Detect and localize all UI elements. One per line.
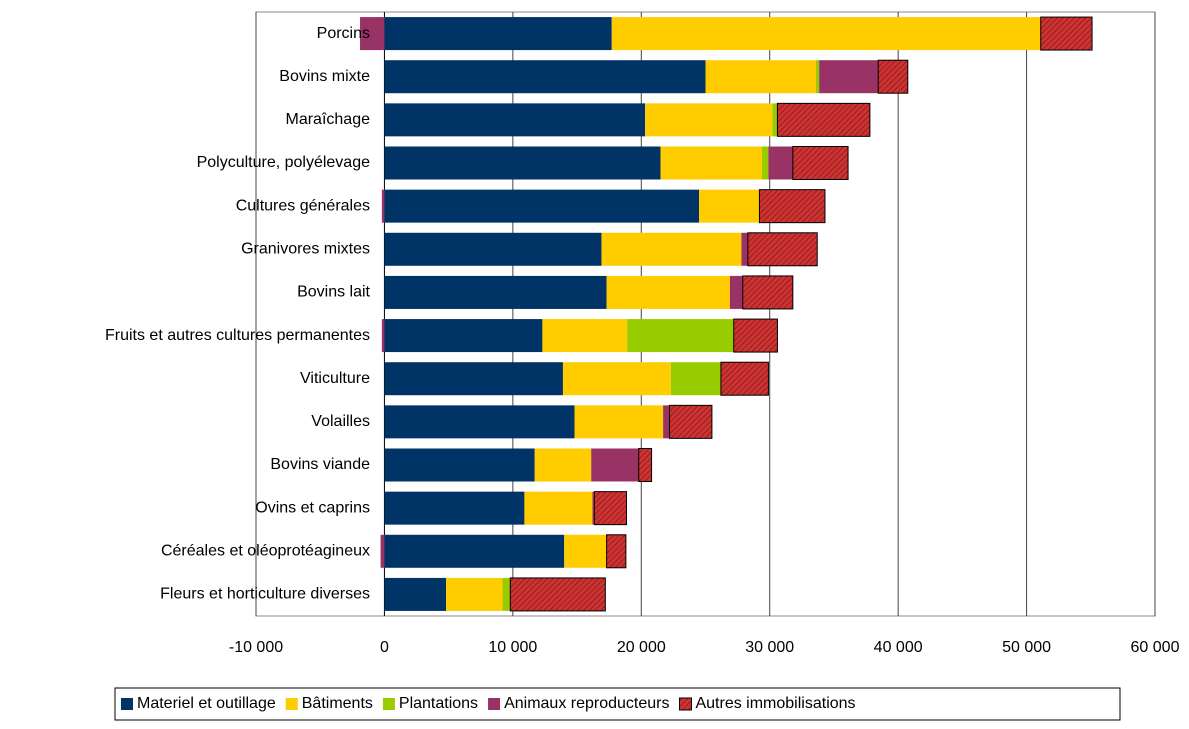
- y-tick-label: Viticulture: [300, 370, 370, 387]
- legend-swatch: [488, 698, 501, 710]
- bar-segment: [606, 534, 627, 569]
- legend-items: Materiel et outillage Bâtiments Plantation…: [121, 695, 856, 712]
- y-tick-label: Ovins et caprins: [255, 499, 370, 516]
- y-tick-label: Polyculture, polyélevage: [197, 154, 371, 171]
- x-tick-label: 50 000: [1002, 639, 1051, 656]
- legend-label: Plantations: [399, 695, 478, 712]
- bar-segment: [877, 59, 909, 94]
- bar-segment: [593, 491, 628, 526]
- bar-segment: [729, 275, 743, 309]
- bar-segment: [611, 17, 1041, 51]
- bar-segment: [772, 103, 778, 137]
- x-tick-label: 30 000: [745, 639, 794, 656]
- x-tick-label: 40 000: [874, 639, 923, 656]
- bar-segment: [384, 405, 575, 439]
- y-tick-label: Porcins: [317, 25, 370, 42]
- bar-segment: [574, 405, 664, 439]
- bar-segment: [384, 189, 700, 223]
- legend: [114, 687, 1121, 721]
- bar-segment: [705, 60, 816, 94]
- bar-segment: [384, 17, 612, 51]
- bar-segment: [384, 448, 535, 482]
- bar-segment: [768, 146, 793, 180]
- bar-segment: [384, 319, 543, 353]
- bar-segment: [384, 232, 602, 266]
- legend-label: Autres immobilisations: [695, 695, 855, 712]
- bar-segment: [542, 319, 628, 353]
- bar-segment: [524, 491, 593, 525]
- x-tick-label: 0: [380, 639, 389, 656]
- bar-segment: [384, 362, 563, 396]
- bar-segment: [762, 146, 769, 180]
- legend-swatch: [285, 698, 298, 710]
- legend-label: Animaux reproducteurs: [504, 695, 669, 712]
- bar-segment: [564, 534, 607, 568]
- bar-segment: [446, 577, 503, 611]
- bar-segment: [792, 146, 849, 180]
- y-tick-label: Bovins lait: [297, 284, 370, 301]
- bar-segment: [381, 189, 385, 223]
- x-tick-label: -10 000: [229, 639, 283, 656]
- plot-area: [255, 11, 1156, 617]
- x-tick-label: 60 000: [1131, 639, 1180, 656]
- bar-segment: [720, 361, 769, 396]
- bar-segment: [384, 534, 565, 568]
- legend-label: Bâtiments: [302, 695, 373, 712]
- bar-segment: [381, 319, 385, 353]
- legend-swatch: [382, 698, 395, 710]
- bar-segment: [534, 448, 592, 482]
- y-tick-label: Maraîchage: [286, 111, 371, 128]
- bar-segment: [741, 232, 748, 266]
- bar-segment: [638, 448, 653, 482]
- x-tick-label: 10 000: [488, 639, 537, 656]
- bar-segment: [776, 102, 871, 137]
- bar-segment: [384, 275, 607, 309]
- grid: [255, 12, 1156, 616]
- bar-segment: [384, 146, 661, 180]
- legend-swatch: [678, 697, 692, 711]
- bar-segment: [819, 60, 879, 94]
- bar-segment: [670, 362, 721, 396]
- x-tick-label: 20 000: [617, 639, 666, 656]
- bar-segment: [384, 60, 706, 94]
- y-tick-label: Volailles: [311, 413, 370, 430]
- bar-segment: [360, 17, 385, 51]
- bar-segment: [601, 232, 742, 266]
- bar-segment: [627, 319, 734, 353]
- bar-segment: [562, 362, 671, 396]
- y-tick-label: Bovins mixte: [279, 68, 370, 85]
- bar-segment: [660, 146, 763, 180]
- bar-segment: [758, 189, 826, 224]
- bar-segment: [591, 448, 639, 482]
- y-tick-label: Céréales et oléoprotéagineux: [161, 543, 370, 560]
- bar-segment: [606, 275, 730, 309]
- y-tick-label: Bovins viande: [270, 456, 370, 473]
- bar-segment: [509, 577, 606, 612]
- bar-segment: [699, 189, 760, 223]
- bar-segment: [742, 275, 794, 310]
- y-tick-label: Fleurs et horticulture diverses: [160, 586, 370, 603]
- labels: -10 000 0 10 000 20 000 30 000 40 000 50 000 60…: [105, 25, 1180, 656]
- legend-swatch: [121, 698, 133, 710]
- y-tick-label: Cultures générales: [236, 197, 370, 214]
- bar-segment: [384, 103, 646, 137]
- bar-segment: [380, 534, 385, 568]
- bar-segment: [384, 577, 447, 611]
- bar-segment: [747, 232, 818, 267]
- bar-segment: [502, 577, 511, 611]
- y-tick-label: Granivores mixtes: [241, 241, 370, 258]
- bar-segment: [669, 404, 713, 439]
- bar-segment: [645, 103, 773, 137]
- bar-segment: [815, 60, 820, 94]
- bars: [360, 16, 1093, 612]
- bar-segment: [1040, 16, 1093, 51]
- bar-segment: [733, 318, 778, 353]
- y-tick-label: Fruits et autres cultures permanentes: [105, 327, 370, 344]
- legend-label: Materiel et outillage: [137, 695, 276, 712]
- bar-segment: [663, 405, 670, 439]
- bar-segment: [592, 491, 595, 525]
- bar-segment: [384, 491, 525, 525]
